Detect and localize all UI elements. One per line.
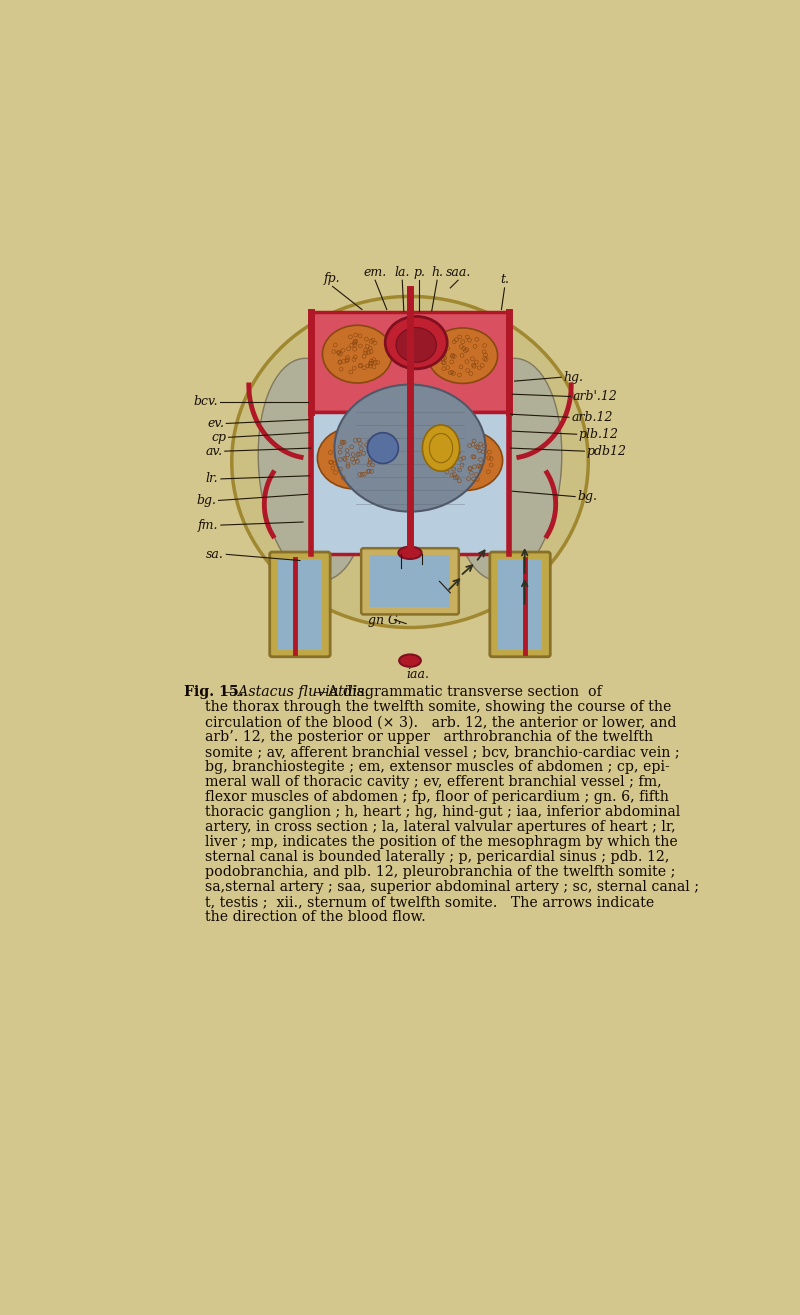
FancyBboxPatch shape	[490, 552, 550, 656]
Text: plb.12: plb.12	[579, 427, 619, 441]
Text: fp.: fp.	[324, 272, 341, 285]
Text: bg.: bg.	[196, 494, 216, 508]
Ellipse shape	[367, 433, 398, 463]
Text: flexor muscles of abdomen ; fp, floor of pericardium ; gn. 6, fifth: flexor muscles of abdomen ; fp, floor of…	[206, 790, 670, 805]
Text: XII: XII	[383, 565, 402, 579]
Ellipse shape	[422, 425, 459, 471]
Ellipse shape	[258, 358, 368, 581]
Text: thoracic ganglion ; h, heart ; hg, hind-gut ; iaa, inferior abdominal: thoracic ganglion ; h, heart ; hg, hind-…	[206, 805, 681, 819]
Text: artery, in cross section ; la, lateral valvular apertures of heart ; lr,: artery, in cross section ; la, lateral v…	[206, 821, 676, 835]
Ellipse shape	[452, 358, 562, 581]
Text: circulation of the blood (× 3).   arb. 12, the anterior or lower, and: circulation of the blood (× 3). arb. 12,…	[206, 715, 677, 730]
Ellipse shape	[232, 296, 588, 627]
Ellipse shape	[334, 384, 486, 512]
Text: Fig. 15.: Fig. 15.	[184, 685, 243, 700]
Text: hg.: hg.	[563, 371, 583, 384]
Text: somite ; av, afferent branchial vessel ; bcv, branchio-cardiac vein ;: somite ; av, afferent branchial vessel ;…	[206, 746, 680, 759]
Text: t, testis ;  xii., sternum of twelfth somite.   The arrows indicate: t, testis ; xii., sternum of twelfth som…	[206, 896, 654, 910]
Text: —Astacus fluviatilis.: —Astacus fluviatilis.	[224, 685, 369, 700]
Text: mp.: mp.	[423, 579, 446, 592]
Text: arb’. 12, the posterior or upper   arthrobranchia of the twelfth: arb’. 12, the posterior or upper arthrob…	[206, 730, 654, 744]
Text: liver ; mp, indicates the position of the mesophragm by which the: liver ; mp, indicates the position of th…	[206, 835, 678, 849]
Text: t.: t.	[500, 274, 509, 287]
FancyBboxPatch shape	[278, 559, 322, 650]
Text: la.: la.	[394, 266, 410, 279]
Text: p.: p.	[414, 266, 426, 279]
Text: sa.: sa.	[206, 548, 224, 562]
Text: sa,sternal artery ; saa, superior abdominal artery ; sc, sternal canal ;: sa,sternal artery ; saa, superior abdomi…	[206, 881, 699, 894]
Ellipse shape	[396, 327, 436, 362]
Ellipse shape	[399, 655, 421, 667]
Text: podobranchia, and plb. 12, pleurobranchia of the twelfth somite ;: podobranchia, and plb. 12, pleurobranchi…	[206, 865, 676, 880]
Text: av.: av.	[206, 444, 222, 458]
Text: bg.: bg.	[578, 490, 598, 504]
Text: ev.: ev.	[207, 417, 224, 430]
Ellipse shape	[429, 430, 502, 490]
Text: the direction of the blood flow.: the direction of the blood flow.	[206, 910, 426, 924]
Text: arb.12: arb.12	[571, 410, 613, 423]
Text: cp: cp	[211, 431, 226, 443]
Ellipse shape	[318, 427, 391, 489]
FancyBboxPatch shape	[498, 559, 542, 650]
FancyBboxPatch shape	[370, 555, 450, 608]
FancyBboxPatch shape	[361, 548, 459, 614]
FancyBboxPatch shape	[270, 552, 330, 656]
FancyBboxPatch shape	[310, 412, 509, 555]
Text: meral wall of thoracic cavity ; ev, efferent branchial vessel ; fm,: meral wall of thoracic cavity ; ev, effe…	[206, 776, 662, 789]
Text: saa.: saa.	[446, 266, 470, 279]
Text: pdb12: pdb12	[586, 444, 626, 458]
Ellipse shape	[428, 327, 498, 384]
Ellipse shape	[386, 317, 447, 368]
Text: arb'.12: arb'.12	[573, 391, 618, 402]
Text: gn G.: gn G.	[369, 614, 402, 627]
Text: fm.: fm.	[198, 518, 218, 531]
Text: h.: h.	[431, 266, 443, 279]
Text: —A diagrammatic transverse section  of: —A diagrammatic transverse section of	[314, 685, 602, 700]
Text: sternal canal is bounded laterally ; p, pericardial sinus ; pdb. 12,: sternal canal is bounded laterally ; p, …	[206, 851, 670, 864]
Text: lr.: lr.	[206, 472, 218, 485]
Text: bg, branchiostegite ; em, extensor muscles of abdomen ; cp, epi-: bg, branchiostegite ; em, extensor muscl…	[206, 760, 670, 775]
Ellipse shape	[398, 547, 422, 559]
Text: em.: em.	[363, 266, 386, 279]
Text: sc.: sc.	[407, 560, 425, 573]
Text: the thorax through the twelfth somite, showing the course of the: the thorax through the twelfth somite, s…	[206, 701, 672, 714]
Text: bcv.: bcv.	[193, 396, 218, 409]
FancyBboxPatch shape	[310, 312, 509, 412]
Ellipse shape	[322, 325, 392, 383]
Text: iaa.: iaa.	[406, 668, 430, 681]
